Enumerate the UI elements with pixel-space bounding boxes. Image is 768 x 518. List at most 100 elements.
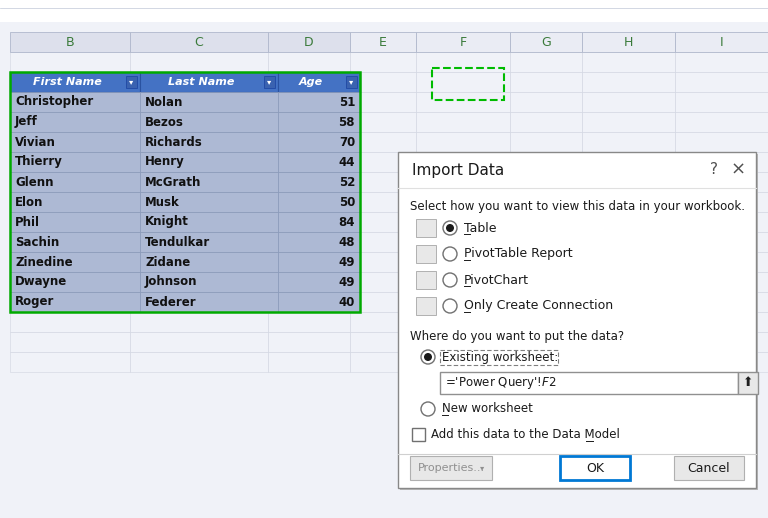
Text: 70: 70 (339, 136, 355, 149)
Text: Henry: Henry (145, 155, 185, 168)
Bar (130, 252, 268, 272)
Bar (10, 332, 130, 352)
Text: ▾: ▾ (349, 78, 353, 87)
Bar (510, 212, 582, 232)
Bar (582, 312, 675, 332)
Bar (398, 152, 756, 488)
Bar (582, 252, 675, 272)
Bar (268, 332, 350, 352)
Bar (268, 172, 350, 192)
Bar (140, 272, 278, 292)
Bar (278, 212, 360, 232)
Bar (416, 272, 510, 292)
Bar (560, 456, 630, 480)
Text: Thierry: Thierry (15, 155, 63, 168)
Bar (130, 152, 268, 172)
Bar (278, 292, 360, 312)
Bar (278, 192, 360, 212)
Bar (268, 312, 350, 332)
Bar (268, 112, 350, 132)
Bar (582, 132, 675, 152)
Bar (582, 92, 675, 112)
Bar (582, 352, 675, 372)
Bar (350, 172, 416, 192)
Bar (582, 332, 675, 352)
Bar (268, 72, 350, 92)
Bar (582, 152, 675, 172)
Text: Richards: Richards (145, 136, 203, 149)
Text: E: E (379, 36, 387, 49)
Text: 51: 51 (339, 95, 355, 108)
Bar (10, 172, 140, 192)
Bar (416, 245, 436, 263)
Text: Where do you want to put the data?: Where do you want to put the data? (410, 330, 624, 343)
Text: Christopher: Christopher (15, 95, 93, 108)
Bar (675, 312, 768, 332)
Bar (278, 132, 360, 152)
Text: PivotChart: PivotChart (464, 274, 529, 286)
Bar (10, 72, 360, 312)
Bar (510, 192, 582, 212)
Text: 48: 48 (339, 236, 355, 249)
Bar (140, 292, 278, 312)
Bar (510, 252, 582, 272)
Bar (582, 112, 675, 132)
Text: Sachin: Sachin (15, 236, 59, 249)
Bar (416, 172, 510, 192)
Text: Jeff: Jeff (15, 116, 38, 128)
Bar (510, 272, 582, 292)
Text: Last Name: Last Name (168, 77, 234, 87)
Bar (268, 132, 350, 152)
Text: Cancel: Cancel (687, 462, 730, 474)
Bar (675, 252, 768, 272)
Bar (582, 292, 675, 312)
Bar (10, 132, 140, 152)
Bar (510, 152, 582, 172)
Bar (510, 352, 582, 372)
Bar (416, 219, 436, 237)
Text: ▾: ▾ (267, 78, 272, 87)
Bar (10, 132, 130, 152)
Bar (10, 352, 130, 372)
Text: Tendulkar: Tendulkar (145, 236, 210, 249)
Bar (675, 292, 768, 312)
Circle shape (421, 350, 435, 364)
Bar (10, 32, 130, 52)
Bar (582, 72, 675, 92)
Bar (350, 152, 416, 172)
Bar (350, 292, 416, 312)
Bar (140, 152, 278, 172)
Bar (675, 32, 768, 52)
Bar (264, 76, 275, 88)
Text: Add this data to the Data Model: Add this data to the Data Model (431, 428, 620, 441)
Bar (130, 72, 268, 92)
Bar (10, 232, 130, 252)
Circle shape (443, 273, 457, 287)
Bar (582, 52, 675, 72)
Bar (510, 72, 582, 92)
Text: 58: 58 (339, 116, 355, 128)
Bar (10, 192, 140, 212)
Bar (416, 252, 510, 272)
Bar (278, 92, 360, 112)
Text: Select how you want to view this data in your workbook.: Select how you want to view this data in… (410, 200, 745, 213)
Bar (416, 212, 510, 232)
Bar (416, 352, 510, 372)
Text: ?: ? (710, 163, 718, 178)
Text: H: H (624, 36, 633, 49)
Text: Existing worksheet:: Existing worksheet: (442, 351, 558, 364)
Bar (130, 172, 268, 192)
Bar (675, 112, 768, 132)
Bar (268, 212, 350, 232)
Bar (140, 212, 278, 232)
Bar (675, 232, 768, 252)
Bar (582, 272, 675, 292)
Bar (130, 32, 268, 52)
Bar (510, 132, 582, 152)
Bar (675, 72, 768, 92)
Bar (350, 252, 416, 272)
Text: G: G (541, 36, 551, 49)
Text: F: F (459, 36, 467, 49)
Text: 44: 44 (339, 155, 355, 168)
Bar (674, 456, 744, 480)
